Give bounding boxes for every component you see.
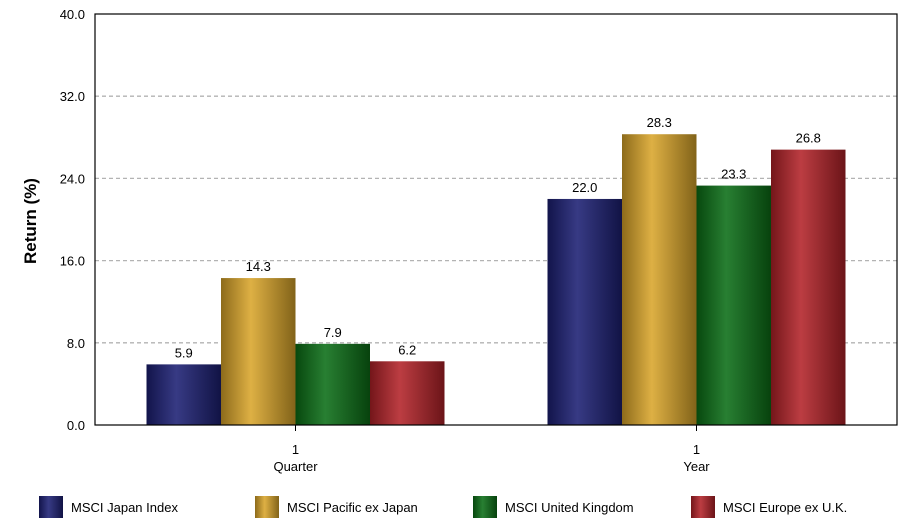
data-label-layer: 5.9 14.3 7.9 6.2 22.0 28.3 23.3 26.8 <box>175 115 821 360</box>
x-tick-label: 1 <box>292 442 299 457</box>
data-label: 7.9 <box>324 325 342 340</box>
x-tick-label: Year <box>683 459 710 474</box>
data-label: 22.0 <box>572 180 597 195</box>
legend-label: MSCI Europe ex U.K. <box>723 500 847 515</box>
bar <box>622 134 697 425</box>
legend: MSCI Japan Index MSCI Pacific ex Japan MSC… <box>39 496 847 518</box>
y-tick-label: 32.0 <box>60 89 85 104</box>
bar <box>370 361 445 425</box>
legend-swatch <box>691 496 715 518</box>
bar <box>696 185 771 425</box>
bar <box>146 364 221 425</box>
bar <box>295 343 370 425</box>
legend-swatch <box>473 496 497 518</box>
legend-swatch <box>255 496 279 518</box>
x-tick-label: 1 <box>693 442 700 457</box>
x-tick-label: Quarter <box>273 459 318 474</box>
y-tick-label: 16.0 <box>60 254 85 269</box>
axis-layer: 0.0 8.0 16.0 24.0 32.0 40.0 1 Quarter 1 Year <box>60 7 898 474</box>
legend-label: MSCI United Kingdom <box>505 500 634 515</box>
legend-label: MSCI Pacific ex Japan <box>287 500 418 515</box>
y-tick-label: 8.0 <box>67 336 85 351</box>
data-label: 26.8 <box>796 131 821 146</box>
data-label: 6.2 <box>398 342 416 357</box>
data-label: 5.9 <box>175 345 193 360</box>
data-label: 23.3 <box>721 167 746 182</box>
data-label: 28.3 <box>647 115 672 130</box>
bar-layer <box>146 134 846 425</box>
y-axis-title: Return (%) <box>21 178 40 264</box>
legend-swatch <box>39 496 63 518</box>
bar <box>547 198 622 425</box>
bar <box>771 149 846 425</box>
data-label: 14.3 <box>246 259 271 274</box>
y-tick-label: 40.0 <box>60 7 85 22</box>
legend-label: MSCI Japan Index <box>71 500 178 515</box>
plot-frame <box>94 13 898 426</box>
y-tick-label: 0.0 <box>67 418 85 433</box>
bar <box>221 278 296 425</box>
y-tick-label: 24.0 <box>60 171 85 186</box>
